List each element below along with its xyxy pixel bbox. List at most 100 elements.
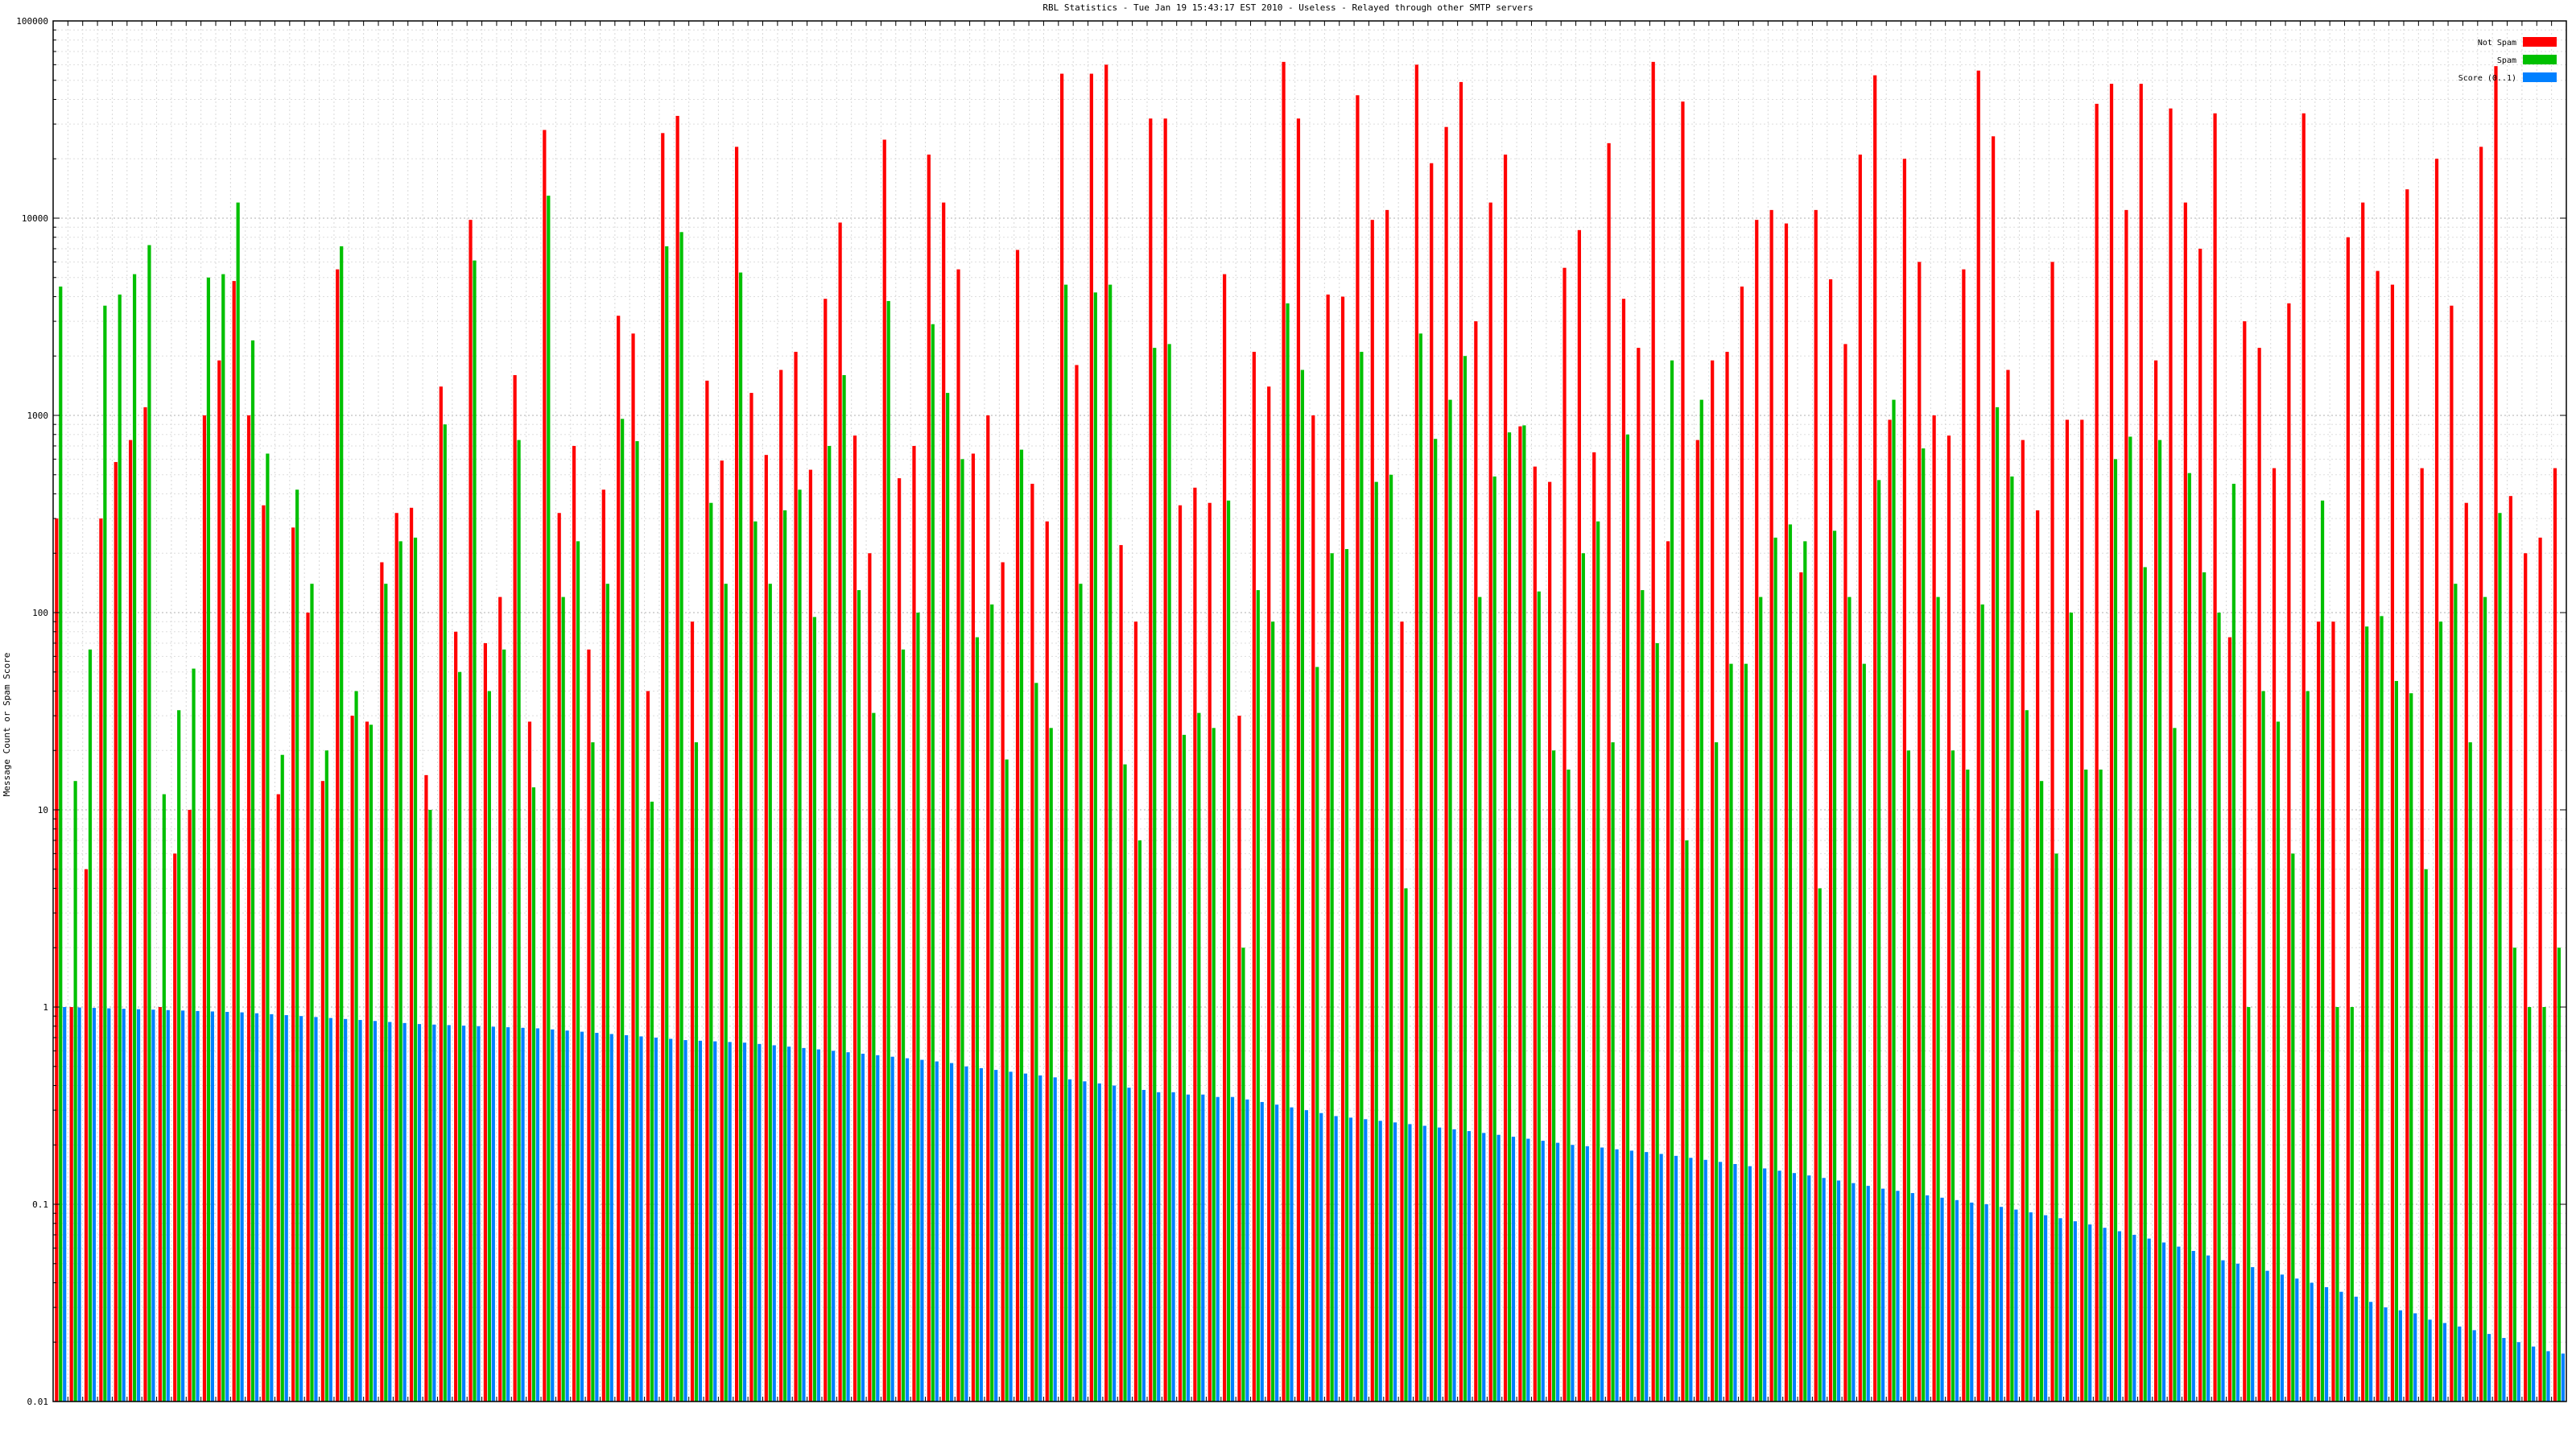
bar-spam bbox=[118, 294, 122, 1402]
bar-not_spam bbox=[276, 794, 280, 1402]
bar-not_spam bbox=[336, 269, 340, 1402]
legend-swatch-score bbox=[2523, 72, 2557, 82]
bar-not_spam bbox=[217, 360, 221, 1402]
bar-spam bbox=[2424, 869, 2428, 1402]
bar-spam bbox=[576, 541, 580, 1402]
bar-spam bbox=[192, 668, 196, 1402]
bar-spam bbox=[310, 584, 314, 1402]
bar-score bbox=[2516, 1342, 2520, 1402]
bar-score bbox=[2221, 1260, 2225, 1402]
bar-score bbox=[683, 1040, 687, 1402]
bar-score bbox=[2207, 1255, 2211, 1402]
bar-spam bbox=[147, 245, 151, 1402]
bar-spam bbox=[2409, 693, 2413, 1402]
bar-score bbox=[2413, 1313, 2417, 1402]
bar-not_spam bbox=[380, 562, 384, 1402]
bar-spam bbox=[650, 801, 654, 1402]
bar-not_spam bbox=[291, 527, 295, 1402]
bar-score bbox=[1186, 1094, 1191, 1402]
bar-not_spam bbox=[2301, 113, 2306, 1402]
bar-spam bbox=[857, 590, 861, 1402]
bar-score bbox=[1141, 1089, 1146, 1402]
bar-not_spam bbox=[1888, 419, 1892, 1402]
bar-spam bbox=[768, 584, 772, 1402]
bar-spam bbox=[2261, 691, 2265, 1402]
bar-spam bbox=[886, 300, 890, 1402]
bar-spam bbox=[1596, 521, 1600, 1402]
bar-not_spam bbox=[1430, 163, 1434, 1402]
bar-not_spam bbox=[1311, 415, 1315, 1402]
bar-spam bbox=[1448, 399, 1452, 1402]
bar-score bbox=[1275, 1104, 1279, 1402]
bar-score bbox=[698, 1040, 703, 1402]
bar-not_spam bbox=[1518, 426, 1522, 1402]
bar-spam bbox=[798, 489, 802, 1402]
bar-not_spam bbox=[1740, 286, 1744, 1402]
bar-score bbox=[742, 1042, 747, 1402]
bar-score bbox=[2117, 1231, 2122, 1402]
bar-spam bbox=[753, 521, 758, 1402]
bar-score bbox=[136, 1009, 141, 1402]
bar-not_spam bbox=[202, 415, 207, 1402]
bar-spam bbox=[177, 710, 181, 1402]
bar-score bbox=[240, 1012, 244, 1402]
bar-score bbox=[728, 1042, 732, 1402]
bar-not_spam bbox=[469, 220, 473, 1402]
bar-not_spam bbox=[1149, 118, 1153, 1402]
bar-score bbox=[1748, 1166, 1752, 1402]
bar-not_spam bbox=[764, 455, 768, 1402]
bar-not_spam bbox=[2346, 237, 2350, 1402]
bar-spam bbox=[1641, 590, 1645, 1402]
bar-score bbox=[1201, 1094, 1205, 1402]
bar-score bbox=[314, 1017, 318, 1402]
y-tick-label: 0.01 bbox=[27, 1397, 49, 1407]
gridlines bbox=[52, 21, 2567, 1402]
bar-score bbox=[920, 1059, 924, 1402]
bar-spam bbox=[2040, 781, 2044, 1402]
bar-not_spam bbox=[2331, 621, 2335, 1402]
bar-spam bbox=[2483, 597, 2487, 1402]
bar-spam bbox=[621, 419, 625, 1402]
bar-not_spam bbox=[1843, 344, 1847, 1402]
bar-spam bbox=[2350, 1007, 2354, 1402]
bar-score bbox=[1718, 1162, 1723, 1402]
bar-score bbox=[1496, 1134, 1501, 1402]
bar-not_spam bbox=[2508, 496, 2512, 1402]
bar-not_spam bbox=[882, 139, 886, 1402]
bar-not_spam bbox=[1488, 202, 1492, 1402]
bar-score bbox=[417, 1024, 422, 1402]
bar-score bbox=[713, 1041, 717, 1402]
bar-score bbox=[876, 1055, 880, 1402]
bar-not_spam bbox=[2390, 284, 2395, 1402]
legend-label-spam: Spam bbox=[2497, 56, 2516, 65]
bar-score bbox=[270, 1013, 274, 1402]
bar-spam bbox=[2099, 769, 2103, 1402]
bar-spam bbox=[1877, 480, 1881, 1402]
bar-not_spam bbox=[2420, 468, 2424, 1402]
bar-not_spam bbox=[129, 440, 133, 1402]
bar-spam bbox=[1197, 712, 1201, 1402]
bar-not_spam bbox=[1711, 360, 1715, 1402]
bar-not_spam bbox=[2361, 202, 2365, 1402]
bar-not_spam bbox=[2405, 189, 2409, 1402]
bar-spam bbox=[2542, 1007, 2546, 1402]
bar-not_spam bbox=[1651, 61, 1655, 1402]
bar-spam bbox=[1936, 597, 1940, 1402]
bar-not_spam bbox=[1252, 352, 1256, 1402]
bar-spam bbox=[221, 274, 225, 1402]
bar-not_spam bbox=[868, 553, 872, 1402]
bar-score bbox=[994, 1070, 998, 1402]
bar-not_spam bbox=[557, 513, 561, 1402]
bar-score bbox=[225, 1012, 229, 1402]
bar-score bbox=[2324, 1286, 2329, 1402]
bar-not_spam bbox=[1932, 415, 1936, 1402]
bar-not_spam bbox=[1814, 209, 1818, 1402]
bar-spam bbox=[2557, 947, 2562, 1402]
bar-score bbox=[2058, 1218, 2062, 1402]
bar-score bbox=[2132, 1234, 2136, 1402]
bar-not_spam bbox=[1223, 274, 1227, 1402]
bar-score bbox=[758, 1043, 762, 1402]
bar-score bbox=[1171, 1092, 1175, 1402]
bar-spam bbox=[1019, 449, 1024, 1402]
